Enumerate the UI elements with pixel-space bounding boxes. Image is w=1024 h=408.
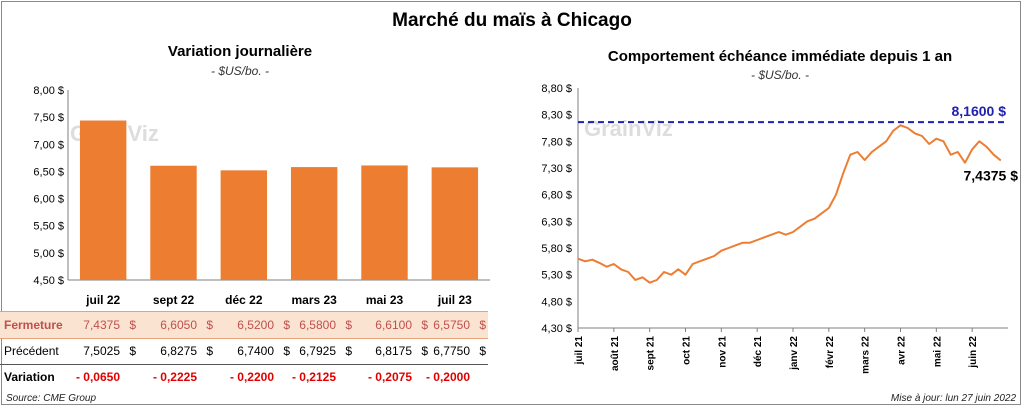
price-line-series	[577, 124, 1002, 284]
table-cell: 6,6050	[160, 318, 197, 332]
row-label: Variation	[4, 370, 55, 384]
table-cell: 6,5750	[433, 318, 470, 332]
line-chart-unit: - $US/bo. -	[750, 68, 810, 82]
bar-0	[79, 120, 127, 281]
dollar-sign: $	[479, 318, 486, 332]
table-cell: - 0,2200	[229, 370, 274, 384]
x-tick-label: déc 22	[225, 293, 263, 307]
dollar-sign: $	[345, 318, 352, 332]
main-title: Marché du maïs à Chicago	[392, 10, 632, 31]
dollar-sign: $	[421, 318, 428, 332]
update-note: Mise à jour: lun 27 juin 2022	[890, 393, 1016, 404]
y-tick-label: 8,30 $	[541, 110, 572, 122]
table-cell: - 0,2075	[367, 370, 412, 384]
dollar-sign: $	[283, 344, 290, 358]
x-tick-label: sept 21	[646, 336, 657, 371]
table-cell: 6,8175	[375, 344, 412, 358]
table-cell: 6,8275	[160, 344, 197, 358]
x-tick-label: août 21	[610, 336, 621, 371]
x-tick-label: mars 23	[291, 293, 337, 307]
dollar-sign: $	[479, 344, 486, 358]
line-chart: GrainViz 4,30 $ 4,80 $ 5,30 $ 5,80 $ 6,30 $ 6,…	[541, 83, 1019, 374]
row-label: Fermeture	[4, 318, 63, 332]
table-row-close: Fermeture 7,4375 $ 6,6050 $ 6,5200 $ 6,5800…	[0, 311, 488, 339]
bar-1	[150, 165, 197, 280]
y-tick-label: 4,30 $	[541, 323, 572, 335]
reference-line-label: 8,1600 $	[952, 103, 1007, 119]
table-row-variation: Variation - 0,0650 - 0,2225 - 0,2200 - 0…	[0, 364, 488, 390]
dollar-sign: $	[206, 344, 213, 358]
y-tick-label: 5,80 $	[541, 243, 572, 255]
line-chart-title: Comportement échéance immédiate depuis 1…	[607, 48, 953, 65]
table-cell: 6,7925	[299, 344, 336, 358]
x-tick-label: févr 22	[825, 336, 836, 369]
bar-chart-unit: - $US/bo. -	[210, 64, 270, 78]
x-tick-label: déc 21	[753, 336, 764, 368]
y-tick-label: 4,80 $	[541, 296, 572, 308]
dollar-sign: $	[283, 318, 290, 332]
y-tick-label: 4,50 $	[33, 275, 64, 287]
y-tick-label: 7,00 $	[33, 139, 64, 151]
table-cell: 6,6100	[375, 318, 412, 332]
y-tick-label: 5,00 $	[33, 248, 64, 260]
table-cell: - 0,2225	[152, 370, 197, 384]
table-cell: - 0,0650	[75, 370, 120, 384]
x-tick-label: nov 21	[717, 336, 728, 368]
row-label: Précédent	[4, 344, 59, 358]
watermark-text: GrainViz	[584, 116, 673, 141]
table-cell: - 0,2000	[425, 370, 470, 384]
bar-4	[361, 165, 408, 280]
table-cell: 7,5025	[83, 344, 120, 358]
source-note: Source: CME Group	[6, 393, 97, 404]
bar-3	[290, 167, 338, 280]
bar-5	[431, 167, 479, 280]
x-tick-label: juil 21	[574, 336, 585, 366]
last-value-label: 7,4375 $	[964, 168, 1019, 184]
x-tick-label: avr 22	[897, 336, 908, 365]
y-tick-label: 6,50 $	[33, 166, 64, 178]
x-tick-label: janv 22	[789, 336, 800, 371]
y-tick-label: 8,00 $	[33, 85, 64, 97]
x-tick-label: juil 23	[437, 293, 472, 307]
table-cell: 6,7750	[433, 344, 470, 358]
x-tick-label: sept 22	[153, 293, 195, 307]
table-cell: 6,5800	[299, 318, 336, 332]
dollar-sign: $	[206, 318, 213, 332]
x-tick-label: juil 22	[85, 293, 120, 307]
table-cell: 6,7400	[237, 344, 274, 358]
y-tick-label: 6,00 $	[33, 194, 64, 206]
table-cell: 7,4375	[83, 318, 120, 332]
x-tick-label: mai 23	[366, 293, 404, 307]
dollar-sign: $	[129, 344, 136, 358]
table-row-previous: Précédent 7,5025 $ 6,8275 $ 6,7400 $ 6,7925…	[0, 338, 488, 365]
y-tick-label: 8,80 $	[541, 83, 572, 95]
table-cell: - 0,2125	[291, 370, 336, 384]
bar-2	[220, 170, 268, 280]
x-tick-label: juin 22	[968, 336, 979, 369]
y-tick-label: 6,80 $	[541, 190, 572, 202]
y-tick-label: 5,30 $	[541, 270, 572, 282]
x-tick-label: oct 21	[682, 336, 693, 365]
y-tick-label: 5,50 $	[33, 221, 64, 233]
dollar-sign: $	[421, 344, 428, 358]
y-tick-label: 7,80 $	[541, 136, 572, 148]
x-tick-label: mai 22	[932, 336, 943, 368]
dollar-sign: $	[345, 344, 352, 358]
y-tick-label: 7,50 $	[33, 112, 64, 124]
x-tick-label: mars 22	[861, 336, 872, 374]
table-cell: 6,5200	[237, 318, 274, 332]
y-tick-label: 7,30 $	[541, 163, 572, 175]
bar-chart-title: Variation journalière	[167, 43, 313, 60]
dollar-sign: $	[129, 318, 136, 332]
y-tick-label: 6,30 $	[541, 216, 572, 228]
